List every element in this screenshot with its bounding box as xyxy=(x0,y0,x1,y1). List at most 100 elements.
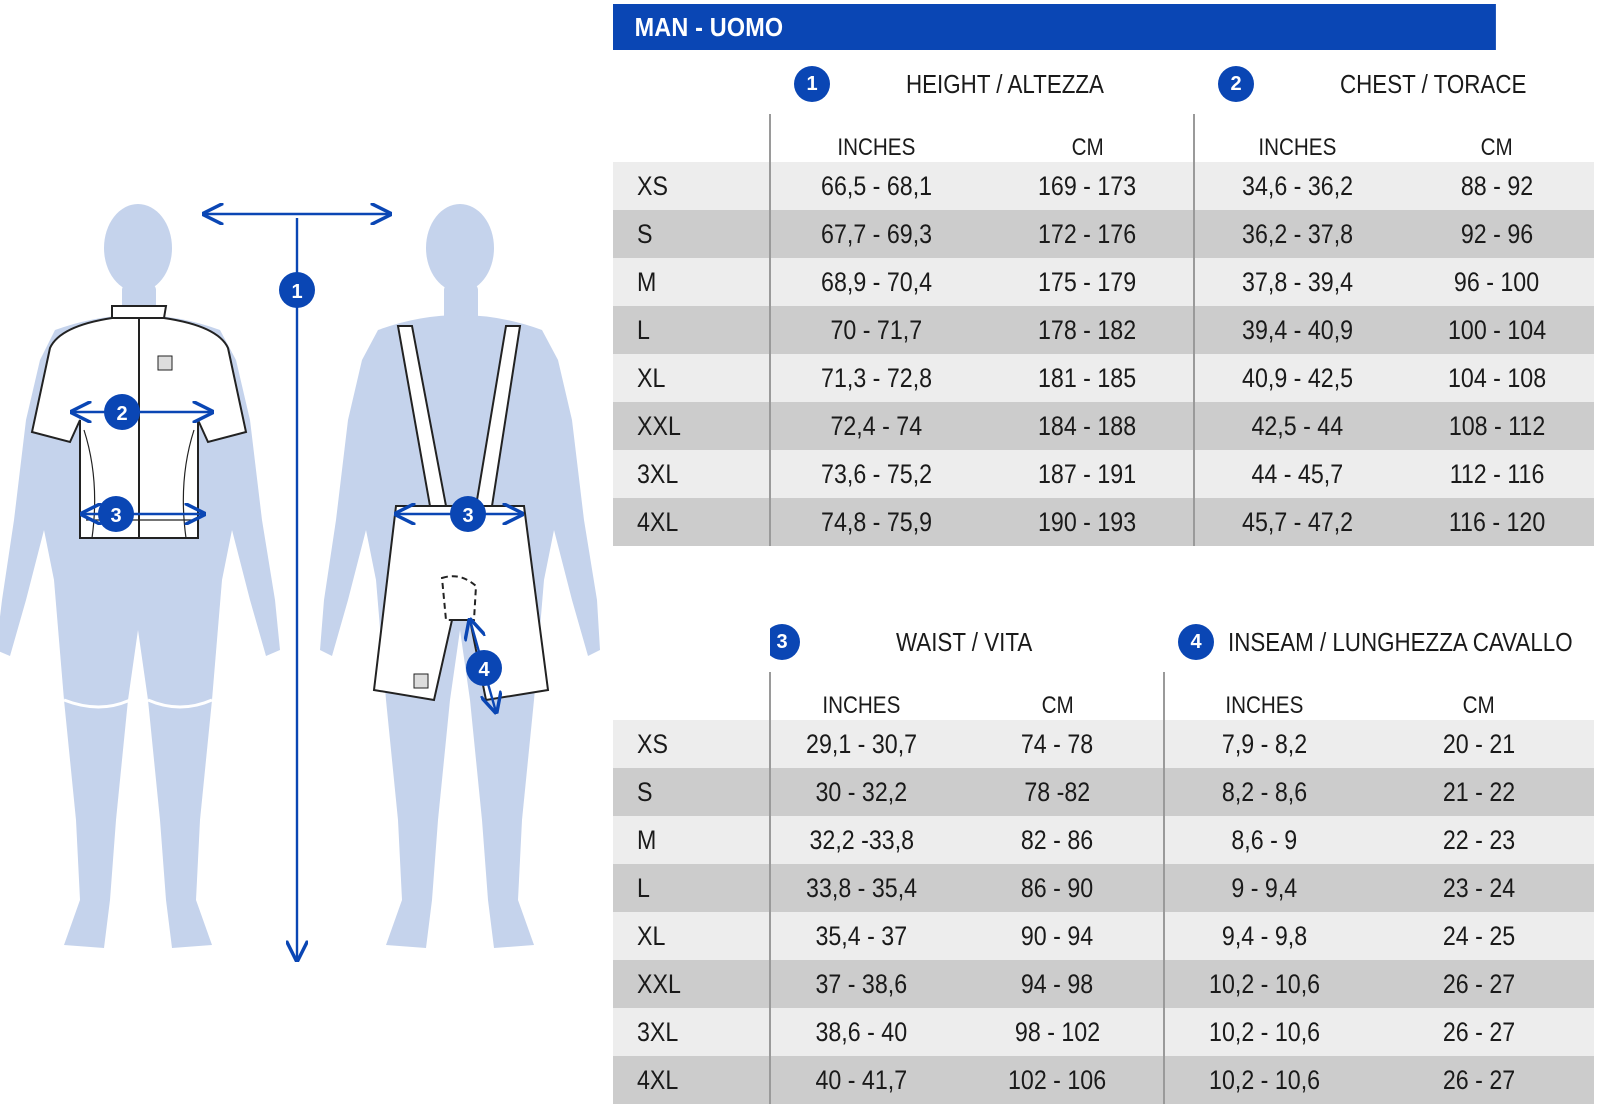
value-cell: 23 - 24 xyxy=(1364,864,1595,912)
value-cell: 169 - 173 xyxy=(982,162,1195,210)
value-cell: 9,4 - 9,8 xyxy=(1163,912,1364,960)
value-cell: 67,7 - 69,3 xyxy=(769,210,982,258)
value-cell: 71,3 - 72,8 xyxy=(769,354,982,402)
header-title: MAN - UOMO xyxy=(634,12,784,42)
group-header-waist: 3 WAIST / VITA xyxy=(770,612,1164,672)
group-header-chest: 2 CHEST / TORACE xyxy=(1194,54,1594,114)
size-cell: XXL xyxy=(613,960,770,1008)
value-cell: 72,4 - 74 xyxy=(769,402,982,450)
group-header-height: 1 HEIGHT / ALTEZZA xyxy=(770,54,1194,114)
table-row: L 70 - 71,7 178 - 182 39,4 - 40,9 100 - … xyxy=(613,306,1595,354)
unit-header: CM xyxy=(1462,692,1496,719)
value-cell: 108 - 112 xyxy=(1400,402,1595,450)
value-cell: 86 - 90 xyxy=(952,864,1164,912)
size-cell: XL xyxy=(613,912,770,960)
value-cell: 172 - 176 xyxy=(982,210,1195,258)
size-cell: XXL xyxy=(613,402,770,450)
unit-header: INCHES xyxy=(1163,672,1364,720)
value-cell: 37 - 38,6 xyxy=(769,960,952,1008)
value-cell: 92 - 96 xyxy=(1400,210,1595,258)
value-cell: 45,7 - 47,2 xyxy=(1193,498,1401,546)
group-label: INSEAM / LUNGHEZZA CAVALLO xyxy=(1228,626,1573,657)
value-cell: 181 - 185 xyxy=(982,354,1195,402)
group-number-badge: 2 xyxy=(1218,66,1255,102)
value-cell: 82 - 86 xyxy=(952,816,1164,864)
value-cell: 112 - 116 xyxy=(1400,450,1595,498)
value-cell: 104 - 108 xyxy=(1400,354,1595,402)
value-cell: 190 - 193 xyxy=(982,498,1195,546)
value-cell: 33,8 - 35,4 xyxy=(769,864,952,912)
value-cell: 90 - 94 xyxy=(952,912,1164,960)
size-cell: L xyxy=(613,864,770,912)
marker-badge-4: 4 xyxy=(466,650,502,686)
unit-header: CM xyxy=(1071,134,1104,161)
value-cell: 26 - 27 xyxy=(1364,1056,1595,1104)
marker-badge-1: 1 xyxy=(279,272,315,308)
size-cell: XS xyxy=(613,162,770,210)
value-cell: 102 - 106 xyxy=(952,1056,1164,1104)
group-number-badge: 3 xyxy=(770,624,800,660)
value-cell: 40 - 41,7 xyxy=(769,1056,952,1104)
value-cell: 39,4 - 40,9 xyxy=(1193,306,1401,354)
value-cell: 175 - 179 xyxy=(982,258,1195,306)
value-cell: 8,6 - 9 xyxy=(1163,816,1364,864)
value-cell: 70 - 71,7 xyxy=(769,306,982,354)
unit-header: CM xyxy=(1041,692,1074,719)
unit-header: CM xyxy=(1480,134,1514,161)
value-cell: 187 - 191 xyxy=(982,450,1195,498)
table-row: XS 66,5 - 68,1 169 - 173 34,6 - 36,2 88 … xyxy=(613,162,1595,210)
value-cell: 184 - 188 xyxy=(982,402,1195,450)
value-cell: 35,4 - 37 xyxy=(769,912,952,960)
size-table-waist-inseam: 3 WAIST / VITA 4 INSEAM / LUNGHEZZA CAVA… xyxy=(613,612,1595,1104)
value-cell: 29,1 - 30,7 xyxy=(769,720,952,768)
value-cell: 9 - 9,4 xyxy=(1163,864,1364,912)
unit-header: INCHES xyxy=(769,672,952,720)
svg-text:3: 3 xyxy=(110,505,121,527)
value-cell: 94 - 98 xyxy=(952,960,1164,1008)
svg-text:4: 4 xyxy=(478,659,490,681)
value-cell: 78 -82 xyxy=(952,768,1164,816)
value-cell: 8,2 - 8,6 xyxy=(1163,768,1364,816)
unit-header: INCHES xyxy=(1193,114,1401,162)
svg-text:2: 2 xyxy=(116,403,127,425)
table-row: XXL 37 - 38,6 94 - 98 10,2 - 10,6 26 - 2… xyxy=(613,960,1595,1008)
value-cell: 38,6 - 40 xyxy=(769,1008,952,1056)
value-cell: 44 - 45,7 xyxy=(1193,450,1401,498)
table-row: S 30 - 32,2 78 -82 8,2 - 8,6 21 - 22 xyxy=(613,768,1595,816)
group-label: WAIST / VITA xyxy=(896,626,1033,657)
table-row: 3XL 38,6 - 40 98 - 102 10,2 - 10,6 26 - … xyxy=(613,1008,1595,1056)
value-cell: 30 - 32,2 xyxy=(769,768,952,816)
value-cell: 42,5 - 44 xyxy=(1193,402,1401,450)
size-cell: 3XL xyxy=(613,1008,770,1056)
value-cell: 34,6 - 36,2 xyxy=(1193,162,1401,210)
size-cell: 3XL xyxy=(613,450,770,498)
value-cell: 22 - 23 xyxy=(1364,816,1595,864)
size-cell: XL xyxy=(613,354,770,402)
marker-badge-3-front: 3 xyxy=(98,496,134,532)
size-cell: S xyxy=(613,768,770,816)
value-cell: 68,9 - 70,4 xyxy=(769,258,982,306)
value-cell: 40,9 - 42,5 xyxy=(1193,354,1401,402)
value-cell: 98 - 102 xyxy=(952,1008,1164,1056)
value-cell: 73,6 - 75,2 xyxy=(769,450,982,498)
value-cell: 116 - 120 xyxy=(1400,498,1595,546)
value-cell: 32,2 -33,8 xyxy=(769,816,952,864)
group-number-badge: 4 xyxy=(1178,624,1214,660)
svg-text:3: 3 xyxy=(462,505,473,527)
value-cell: 88 - 92 xyxy=(1400,162,1595,210)
size-table-height-chest: 1 HEIGHT / ALTEZZA 2 CHEST / TORACE INCH… xyxy=(613,54,1595,546)
table-row: M 68,9 - 70,4 175 - 179 37,8 - 39,4 96 -… xyxy=(613,258,1595,306)
svg-text:1: 1 xyxy=(291,281,302,303)
size-cell: S xyxy=(613,210,770,258)
front-shorts-outline xyxy=(63,698,213,709)
value-cell: 10,2 - 10,6 xyxy=(1163,1008,1364,1056)
table-row: 3XL 73,6 - 75,2 187 - 191 44 - 45,7 112 … xyxy=(613,450,1595,498)
measurement-figure: 1 2 3 3 4 xyxy=(0,0,600,1107)
size-cell: M xyxy=(613,258,770,306)
group-header-inseam: 4 INSEAM / LUNGHEZZA CAVALLO xyxy=(1164,612,1594,672)
group-label: CHEST / TORACE xyxy=(1340,68,1527,99)
size-chart-header: MAN - UOMO xyxy=(613,4,1496,50)
size-cell: L xyxy=(613,306,770,354)
marker-badge-3-back: 3 xyxy=(450,496,486,532)
value-cell: 178 - 182 xyxy=(982,306,1195,354)
